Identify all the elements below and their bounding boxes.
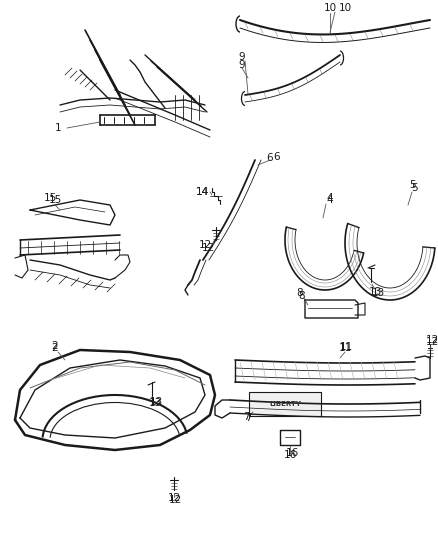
- Text: 12: 12: [425, 337, 438, 347]
- Text: 16: 16: [283, 450, 297, 460]
- Text: 8: 8: [299, 291, 305, 301]
- Text: 9: 9: [239, 52, 245, 62]
- Text: 11: 11: [339, 343, 352, 353]
- Text: 13: 13: [368, 287, 381, 297]
- Text: 10: 10: [323, 3, 336, 13]
- Text: 15: 15: [43, 193, 57, 203]
- Text: 1: 1: [55, 123, 61, 133]
- Text: 12: 12: [198, 240, 212, 250]
- Text: 2: 2: [52, 341, 58, 351]
- Text: 5: 5: [412, 183, 418, 193]
- Text: 5: 5: [410, 180, 416, 190]
- Text: 6: 6: [274, 152, 280, 162]
- Text: 12: 12: [167, 493, 180, 503]
- Text: 4: 4: [327, 195, 333, 205]
- Text: 15: 15: [48, 195, 62, 205]
- Text: 12: 12: [168, 495, 182, 505]
- Text: 6: 6: [267, 153, 273, 163]
- Text: 12: 12: [425, 335, 438, 345]
- Text: 14: 14: [195, 187, 208, 197]
- Text: 4: 4: [327, 193, 333, 203]
- Text: 16: 16: [286, 448, 299, 458]
- Text: 9: 9: [239, 60, 245, 70]
- Text: 13: 13: [149, 397, 162, 407]
- Text: LIBERTY: LIBERTY: [269, 401, 301, 407]
- Text: 8: 8: [297, 288, 303, 298]
- Text: 14: 14: [195, 187, 208, 197]
- FancyBboxPatch shape: [249, 392, 321, 416]
- Text: 12: 12: [201, 243, 215, 253]
- Text: 13: 13: [371, 288, 385, 298]
- Text: 13: 13: [148, 398, 162, 408]
- Text: 11: 11: [339, 342, 353, 352]
- Text: 10: 10: [339, 3, 352, 13]
- Text: 7: 7: [245, 413, 251, 423]
- Text: 7: 7: [243, 412, 249, 422]
- Text: 2: 2: [52, 343, 58, 353]
